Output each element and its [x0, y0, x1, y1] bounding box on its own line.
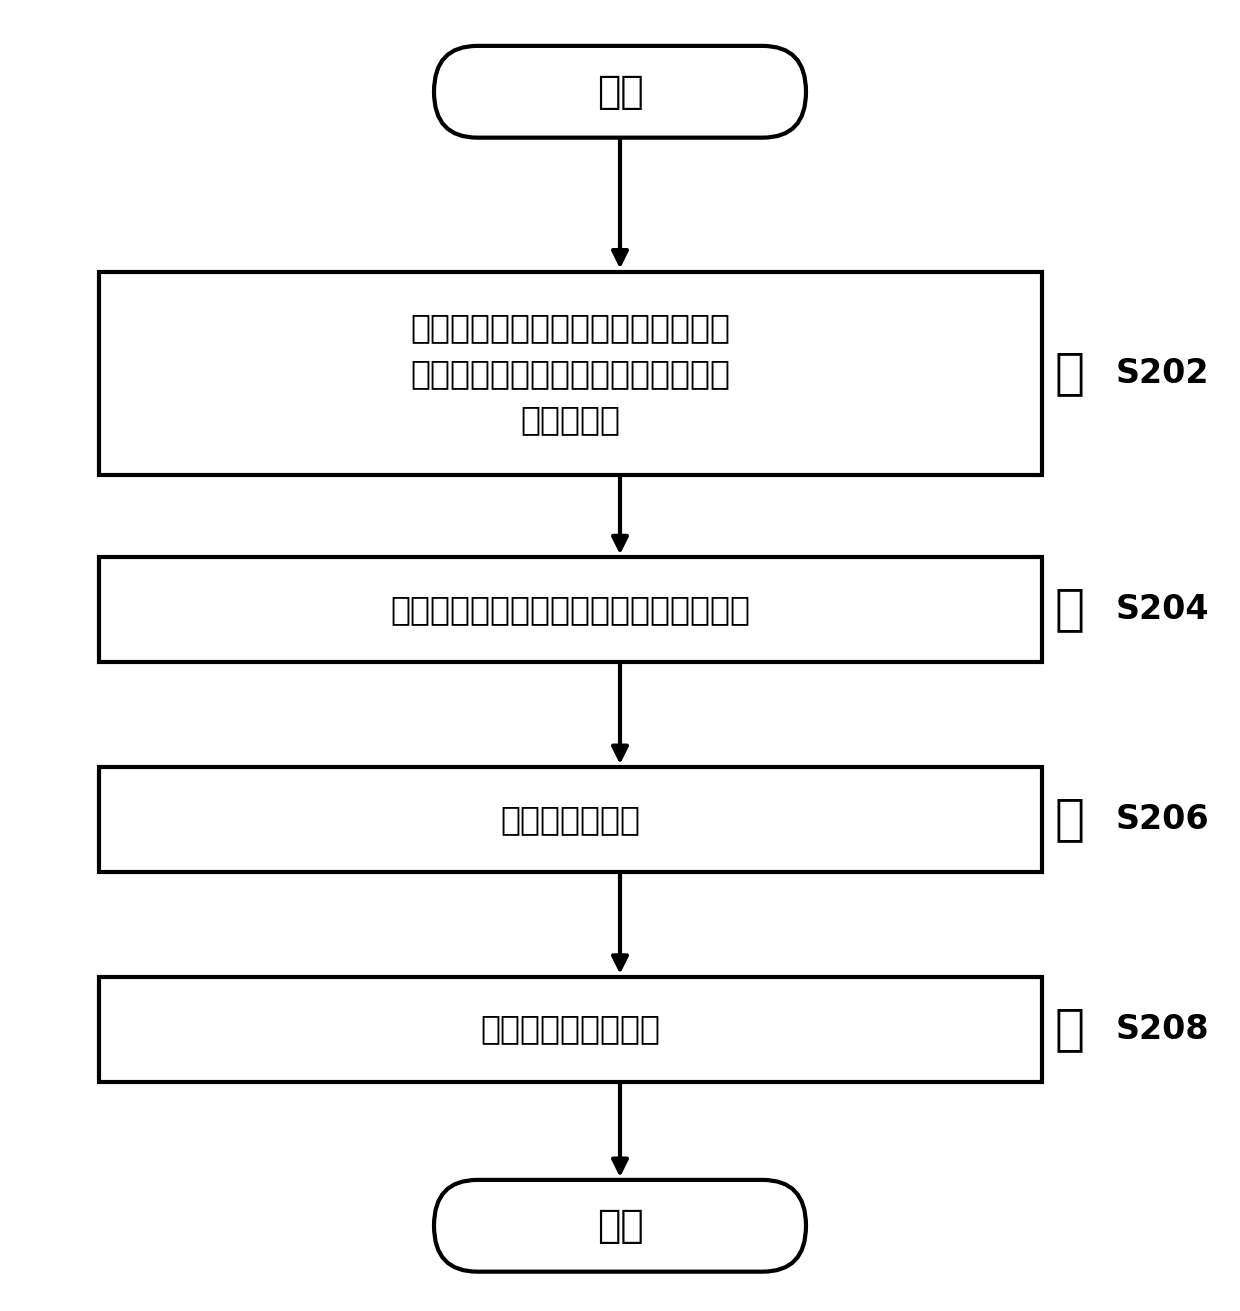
FancyBboxPatch shape: [99, 557, 1042, 662]
Text: ～: ～: [1054, 586, 1085, 633]
Text: S202: S202: [1116, 357, 1209, 391]
Text: 在第一专利文献和第二专利文献的专
利权利要求范围和发明的背景技术中
提取关键词: 在第一专利文献和第二专利文献的专 利权利要求范围和发明的背景技术中 提取关键词: [410, 311, 730, 437]
FancyBboxPatch shape: [99, 767, 1042, 872]
Text: S204: S204: [1116, 593, 1209, 627]
FancyBboxPatch shape: [99, 977, 1042, 1082]
Text: ～: ～: [1054, 796, 1085, 843]
Text: ～: ～: [1054, 350, 1085, 397]
FancyBboxPatch shape: [99, 273, 1042, 476]
Text: S208: S208: [1116, 1012, 1210, 1046]
Text: ～: ～: [1054, 1006, 1085, 1053]
FancyBboxPatch shape: [434, 46, 806, 138]
Text: 算出共组相似度: 算出共组相似度: [501, 802, 640, 836]
Text: 结束: 结束: [596, 1207, 644, 1244]
FancyBboxPatch shape: [434, 1180, 806, 1272]
Text: 开始: 开始: [596, 73, 644, 110]
Text: S206: S206: [1116, 802, 1210, 836]
Text: 算出权利要求项相似度和背景技术相似度: 算出权利要求项相似度和背景技术相似度: [391, 593, 750, 627]
Text: 算出侵权人发现概率: 算出侵权人发现概率: [480, 1012, 661, 1046]
